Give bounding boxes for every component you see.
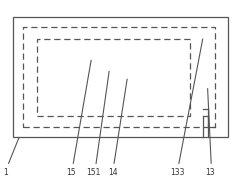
Text: 1: 1 xyxy=(4,168,8,177)
Bar xyxy=(23,27,215,127)
Text: 133: 133 xyxy=(170,168,185,177)
Text: 151: 151 xyxy=(86,168,101,177)
Bar xyxy=(37,39,190,116)
Text: 15: 15 xyxy=(66,168,76,177)
Text: 13: 13 xyxy=(205,168,215,177)
Text: 14: 14 xyxy=(108,168,118,177)
Bar xyxy=(13,17,228,137)
